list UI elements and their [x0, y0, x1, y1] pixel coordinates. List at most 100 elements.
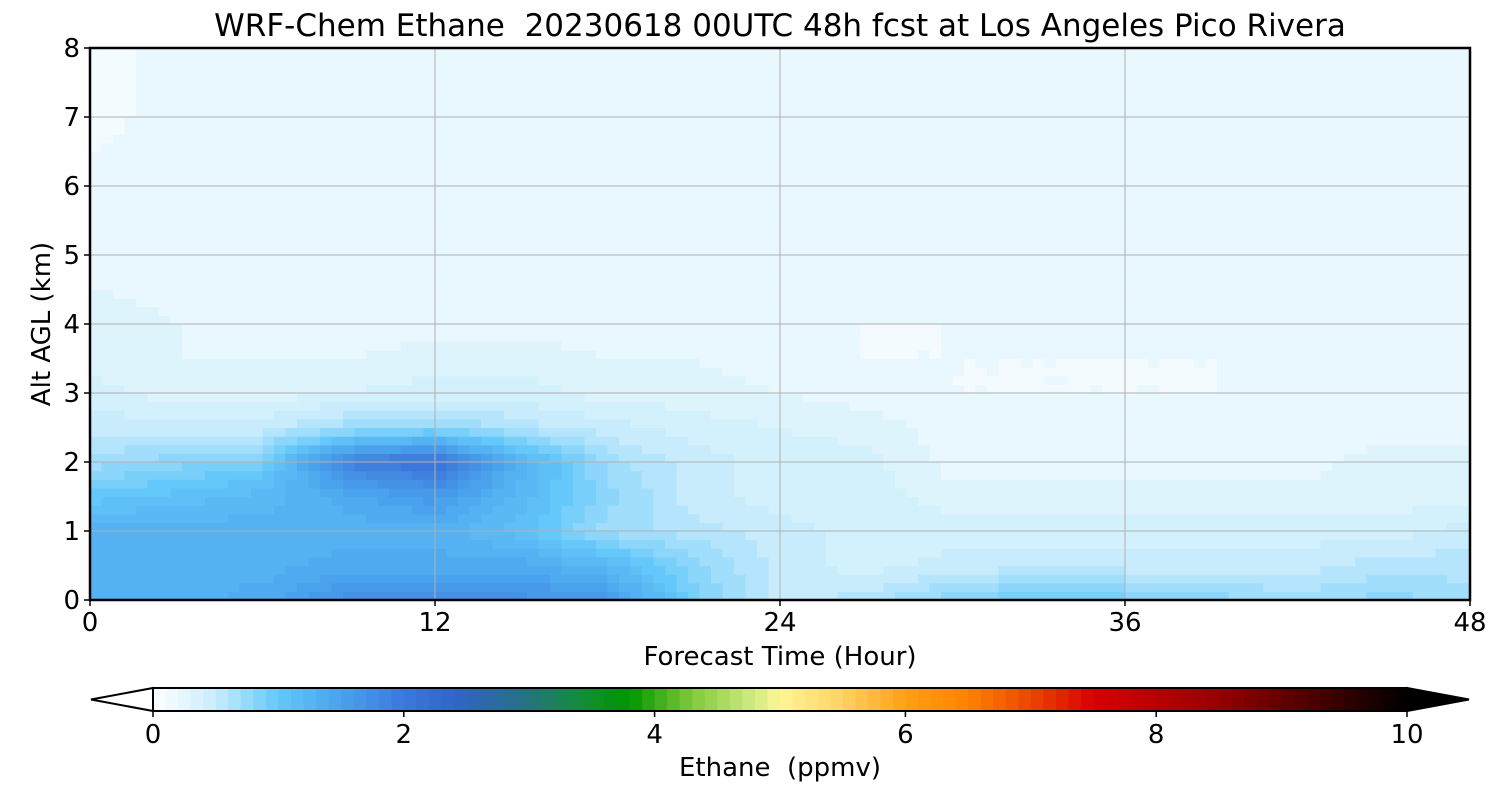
contour-cell: [872, 462, 885, 472]
contour-cell: [688, 160, 701, 170]
contour-cell: [216, 168, 229, 178]
contour-cell: [228, 349, 241, 360]
contour-cell: [906, 177, 919, 187]
contour-cell: [170, 462, 183, 472]
contour-cell: [814, 194, 827, 204]
contour-cell: [757, 272, 770, 282]
contour-cell: [538, 470, 551, 480]
contour-cell: [170, 142, 183, 153]
contour-cell: [458, 298, 471, 308]
contour-cell: [860, 539, 873, 549]
contour-cell: [895, 436, 908, 446]
contour-cell: [550, 444, 563, 454]
contour-cell: [734, 556, 747, 567]
contour-cell: [550, 315, 563, 325]
contour-cell: [791, 410, 804, 420]
contour-cell: [147, 591, 160, 601]
contour-cell: [239, 168, 252, 178]
contour-cell: [837, 565, 850, 575]
contour-cell: [791, 263, 804, 273]
contour-cell: [768, 418, 781, 429]
contour-cell: [803, 410, 816, 420]
contour-cell: [136, 401, 149, 411]
contour-cell: [699, 410, 712, 420]
contour-cell: [274, 367, 287, 377]
contour-cell: [630, 436, 643, 446]
contour-cell: [883, 298, 896, 308]
contour-cell: [711, 487, 724, 498]
contour-cell: [170, 453, 183, 463]
contour-cell: [216, 513, 229, 523]
contour-cell: [860, 99, 873, 109]
contour-cell: [182, 427, 195, 437]
contour-cell: [320, 341, 333, 351]
contour-cell: [412, 211, 425, 222]
contour-cell: [630, 298, 643, 308]
contour-cell: [170, 65, 183, 75]
contour-cell: [964, 220, 977, 230]
contour-cell: [481, 168, 494, 178]
contour-cell: [147, 108, 160, 118]
contour-cell: [262, 349, 275, 360]
contour-cell: [400, 556, 413, 567]
contour-cell: [803, 56, 816, 66]
contour-cell: [377, 151, 390, 161]
contour-cell: [124, 108, 137, 118]
contour-cell: [653, 298, 666, 308]
contour-cell: [906, 367, 919, 377]
contour-cell: [872, 194, 885, 204]
contour-cell: [389, 306, 402, 316]
contour-cell: [343, 513, 356, 523]
contour-cell: [883, 99, 896, 109]
contour-cell: [481, 289, 494, 299]
contour-cell: [136, 298, 149, 308]
contour-cell: [527, 73, 540, 84]
contour-cell: [550, 99, 563, 109]
contour-cell: [722, 522, 735, 532]
contour-cell: [320, 418, 333, 429]
contour-cell: [239, 367, 252, 377]
contour-cell: [377, 298, 390, 308]
contour-cell: [492, 453, 505, 463]
contour-cell: [561, 186, 574, 196]
contour-cell: [538, 531, 551, 541]
contour-cell: [308, 479, 321, 489]
contour-cell: [504, 470, 517, 480]
contour-cell: [354, 591, 367, 601]
contour-cell: [550, 229, 563, 239]
contour-cell: [906, 505, 919, 515]
contour-cell: [515, 384, 528, 394]
contour-cell: [389, 505, 402, 515]
contour-cell: [688, 332, 701, 342]
contour-cell: [193, 255, 206, 265]
contour-cell: [918, 539, 931, 549]
contour-cell: [366, 574, 379, 584]
contour-cell: [113, 151, 126, 161]
contour-cell: [941, 358, 954, 368]
contour-cell: [251, 582, 264, 592]
contour-cell: [929, 246, 942, 256]
contour-cell: [745, 367, 758, 377]
contour-cell: [101, 513, 114, 523]
contour-cell: [699, 134, 712, 144]
contour-cell: [849, 462, 862, 472]
contour-cell: [814, 574, 827, 584]
contour-cell: [803, 418, 816, 429]
contour-cell: [481, 229, 494, 239]
contour-cell: [734, 99, 747, 109]
contour-cell: [872, 142, 885, 153]
contour-cell: [653, 427, 666, 437]
contour-cell: [619, 531, 632, 541]
contour-cell: [860, 418, 873, 429]
contour-cell: [872, 186, 885, 196]
contour-cell: [262, 73, 275, 84]
contour-cell: [941, 513, 954, 523]
contour-cell: [596, 548, 609, 558]
contour-cell: [676, 496, 689, 506]
contour-cell: [469, 367, 482, 377]
contour-cell: [458, 56, 471, 66]
contour-cell: [228, 375, 241, 385]
contour-cell: [734, 315, 747, 325]
contour-cell: [584, 65, 597, 75]
contour-cell: [883, 91, 896, 101]
